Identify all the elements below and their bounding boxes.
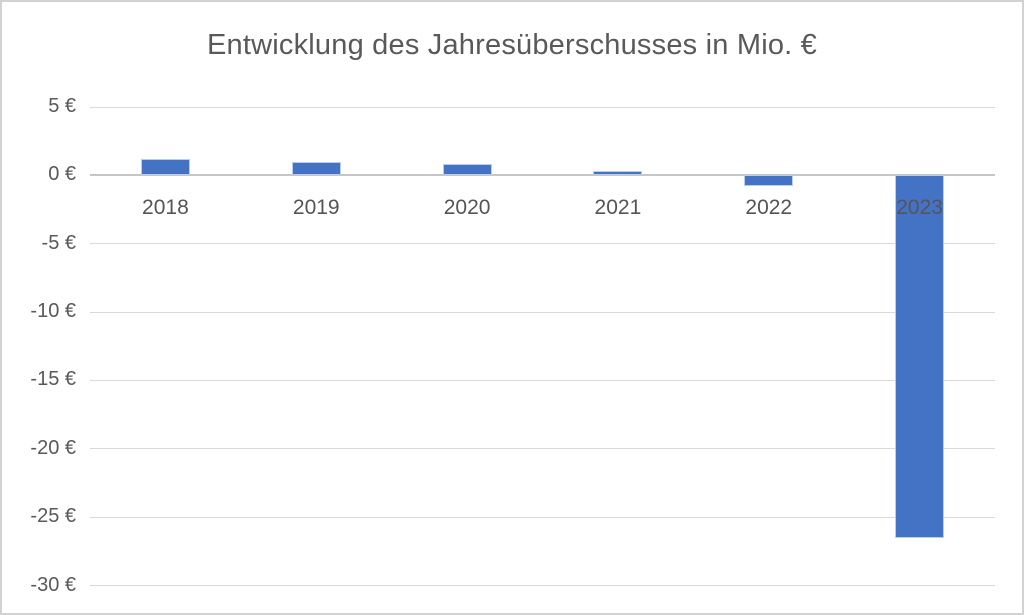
x-tick-label-2021: 2021 [594, 196, 642, 220]
y-tick-label: -25 € [30, 505, 76, 528]
gridline [90, 379, 995, 381]
x-tick-label-2022: 2022 [745, 196, 793, 220]
y-tick-label: -20 € [30, 436, 76, 459]
gridline [90, 243, 995, 245]
bar-2021 [593, 171, 643, 176]
x-tick-label-2018: 2018 [142, 196, 189, 220]
bar-2018 [140, 158, 190, 176]
bar-2022 [744, 175, 794, 187]
chart-title: Entwicklung des Jahresüberschusses in Mi… [206, 29, 818, 61]
gridline [90, 516, 995, 518]
gridline [90, 448, 995, 450]
y-tick-label: -30 € [30, 573, 76, 596]
zero-axis-line [90, 174, 995, 177]
y-tick-label: -15 € [30, 368, 76, 391]
bar-2023 [895, 175, 945, 538]
x-tick-label-2019: 2019 [292, 196, 340, 220]
x-tick-label-2020: 2020 [443, 196, 491, 220]
y-tick-label: -5 € [41, 231, 76, 254]
x-tick-label-2023: 2023 [896, 196, 943, 220]
y-tick-label: -10 € [30, 300, 76, 323]
y-tick-label: 5 € [48, 95, 76, 117]
gridline [90, 311, 995, 313]
gridline [90, 585, 995, 586]
bar-2019 [291, 161, 341, 176]
gridline [90, 106, 995, 108]
y-tick-label: 0 € [48, 163, 76, 186]
bar-2020 [442, 164, 492, 176]
